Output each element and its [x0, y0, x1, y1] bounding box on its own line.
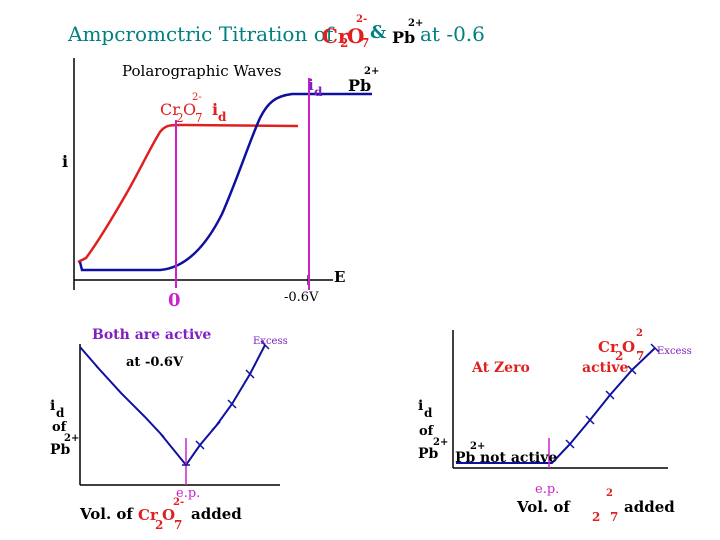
- bl-point: [117, 389, 127, 399]
- top-id-left: i: [212, 100, 219, 119]
- br-point: [605, 390, 615, 400]
- br-excess: Excess: [657, 346, 692, 357]
- bl-point-marks: [95, 340, 270, 466]
- bl-point: [139, 411, 149, 421]
- title-ion2: Pb: [392, 28, 416, 47]
- br-pb-charge: 2+: [470, 441, 486, 452]
- br-point: [565, 439, 575, 449]
- br-cr-charge: 2: [636, 328, 643, 339]
- top-cr-sub1: 2: [176, 111, 184, 125]
- title-ion1: Cr: [322, 24, 349, 48]
- br-cr-sub1: 2: [615, 349, 624, 363]
- br-cr-label: Cr: [598, 338, 618, 356]
- br-xlabel-sub1: 2: [592, 510, 601, 524]
- bl-point: [227, 399, 237, 409]
- bl-point: [155, 428, 165, 438]
- br-ep-label: e.p.: [535, 482, 560, 497]
- top-id-right-sub: d: [314, 85, 323, 99]
- top-id-left-sub: d: [218, 110, 227, 124]
- bl-point: [95, 365, 105, 375]
- br-ylabel-pb: Pb: [418, 446, 439, 462]
- top-cr-o: O: [183, 100, 197, 119]
- bl-ylabel-of: of: [52, 420, 67, 435]
- bl-point: [260, 340, 270, 350]
- title-suffix: at -0.6: [420, 22, 485, 46]
- top-tick-neg: -0.6V: [284, 290, 319, 305]
- bl-ylabel-d: d: [56, 406, 65, 420]
- top-cr-charge: 2-: [192, 92, 202, 103]
- br-ylabel-d: d: [424, 406, 433, 420]
- top-cr-label: Cr: [160, 100, 180, 119]
- title-prefix: Ampcromctric Titration of: [68, 22, 334, 46]
- title-ion1-charge: 2-: [356, 14, 368, 25]
- bl-point: [245, 369, 255, 379]
- br-xlabel-prefix: Vol. of: [517, 498, 570, 516]
- bl-ylabel-pb: Pb: [50, 442, 71, 458]
- red-polarographic-wave: [77, 123, 299, 264]
- top-pb-charge: 2+: [364, 66, 380, 77]
- title-ion2-charge: 2+: [408, 18, 424, 29]
- br-active: active: [582, 360, 629, 376]
- br-pb-label: Pb: [455, 450, 476, 466]
- title-ion1-sub2: 7: [361, 36, 370, 50]
- bl-ep-label: e.p.: [176, 486, 201, 501]
- top-heading: Polarographic Waves: [122, 62, 282, 80]
- blue-polarographic-wave: [78, 92, 372, 272]
- bl-point: [211, 421, 221, 431]
- br-xlabel-sub2: 7: [610, 510, 619, 524]
- top-y-axis-label: i: [62, 152, 69, 171]
- title-ion1-o: O: [347, 24, 365, 48]
- br-cr-o: O: [622, 338, 636, 356]
- bl-excess: Excess: [253, 336, 288, 347]
- bl-heading: Both are active: [92, 327, 212, 343]
- br-ylabel-of: of: [419, 424, 434, 439]
- title-ion1-sub1: 2: [340, 36, 349, 50]
- bl-xlabel-suffix: added: [191, 505, 242, 523]
- bl-ylabel-i: i: [50, 398, 56, 414]
- br-point: [585, 415, 595, 425]
- bl-xlabel-o: O: [162, 506, 176, 524]
- bl-point: [195, 440, 205, 450]
- bl-xlabel-prefix: Vol. of: [80, 505, 133, 523]
- bl-xlabel-sub1: 2: [155, 518, 164, 532]
- br-ylabel-i: i: [418, 398, 424, 414]
- br-point: [650, 343, 660, 353]
- br-xlabel-charge: 2: [606, 488, 613, 499]
- bl-subheading: at -0.6V: [126, 355, 184, 370]
- br-not-active: not active: [480, 450, 558, 466]
- top-pb-label: Pb: [348, 76, 372, 95]
- top-tick-zero: 0: [168, 290, 181, 311]
- br-xlabel-suffix: added: [624, 498, 675, 516]
- br-point-marks: [565, 343, 660, 449]
- top-cr-sub2: 7: [195, 111, 203, 125]
- bl-xlabel-charge: 2-: [173, 497, 185, 508]
- bl-ylabel-charge: 2+: [64, 433, 80, 444]
- bl-xlabel-sub2: 7: [174, 518, 183, 532]
- br-cr-sub2: 7: [636, 349, 645, 363]
- br-heading: At Zero: [472, 360, 530, 376]
- br-point: [627, 365, 637, 375]
- bl-xlabel-cr: Cr: [138, 506, 158, 524]
- top-x-axis-label: E: [334, 268, 346, 286]
- title-amp: &: [370, 22, 387, 43]
- br-ylabel-charge: 2+: [433, 437, 449, 448]
- top-id-right: i: [308, 76, 314, 94]
